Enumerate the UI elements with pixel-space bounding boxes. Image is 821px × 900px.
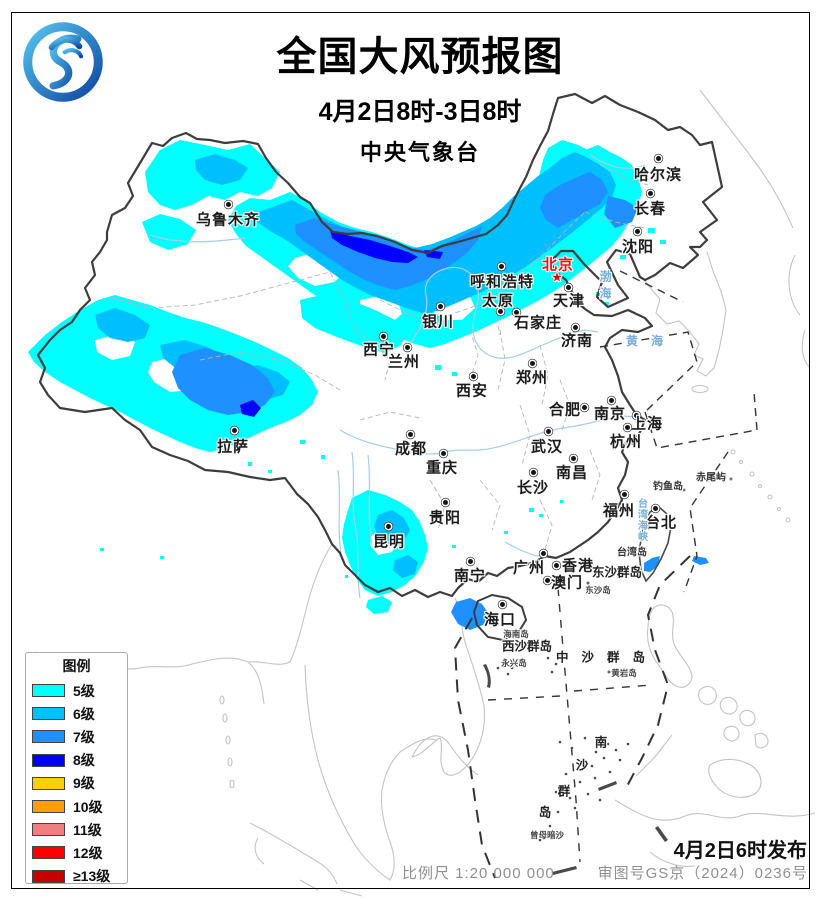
legend-swatch bbox=[32, 776, 65, 790]
approval-number: 审图号GS京（2024）0236号 bbox=[597, 865, 808, 882]
legend-swatch bbox=[32, 707, 65, 721]
legend-label: 12级 bbox=[73, 844, 103, 861]
legend-swatch bbox=[32, 684, 65, 698]
province-boundaries bbox=[111, 164, 649, 551]
wind-areas bbox=[28, 140, 709, 630]
issuing-agency: 中央气象台 bbox=[359, 140, 480, 165]
map-frame bbox=[11, 12, 810, 889]
legend-swatch bbox=[32, 753, 65, 767]
rivers bbox=[149, 154, 646, 599]
legend-row: ≥13级 bbox=[26, 865, 127, 888]
legend-row: 8级 bbox=[26, 749, 127, 772]
legend-label: ≥13级 bbox=[73, 868, 111, 885]
legend-title: 图例 bbox=[62, 658, 91, 674]
legend-label: 8级 bbox=[73, 752, 95, 769]
legend-label: 10级 bbox=[73, 798, 103, 815]
legend-row: 7级 bbox=[26, 725, 127, 748]
islets bbox=[483, 477, 733, 875]
legend-swatch bbox=[32, 823, 65, 837]
legend-swatch bbox=[32, 730, 65, 744]
wind-specks bbox=[100, 228, 666, 578]
legend-label: 9级 bbox=[73, 775, 95, 792]
maritime-boundaries bbox=[453, 270, 758, 879]
legend-items: 5级 6级 7级 8级 9级 10级 11级 12级 ≥13级 bbox=[26, 679, 127, 888]
legend-swatch bbox=[32, 800, 65, 814]
map-header: 全国大风预报图 4月2日8时-3日8时 中央气象台 bbox=[260, 24, 580, 167]
legend-row: 6级 bbox=[26, 702, 127, 725]
legend-label: 5级 bbox=[73, 682, 95, 699]
china-boundary bbox=[36, 92, 724, 642]
legend-row: 11级 bbox=[26, 818, 127, 841]
map-scale: 比例尺 1:20 000 000 bbox=[402, 865, 555, 882]
legend-label: 7级 bbox=[73, 728, 95, 745]
legend-swatch bbox=[32, 869, 65, 883]
release-time: 4月2日6时发布 bbox=[673, 840, 807, 862]
legend-label: 11级 bbox=[73, 821, 102, 838]
legend-row: 10级 bbox=[26, 795, 127, 818]
legend-row: 12级 bbox=[26, 841, 127, 864]
page-title: 全国大风预报图 bbox=[276, 35, 564, 79]
foreign-coastlines bbox=[35, 89, 816, 897]
legend-label: 6级 bbox=[73, 705, 95, 722]
legend-row: 9级 bbox=[26, 772, 127, 795]
cma-logo-icon bbox=[23, 22, 103, 102]
legend-row: 5级 bbox=[26, 679, 127, 702]
legend: 图例 5级 6级 7级 8级 9级 10级 11级 12级 ≥13级 bbox=[25, 652, 128, 884]
forecast-period: 4月2日8时-3日8时 bbox=[318, 98, 522, 126]
legend-swatch bbox=[32, 846, 65, 860]
